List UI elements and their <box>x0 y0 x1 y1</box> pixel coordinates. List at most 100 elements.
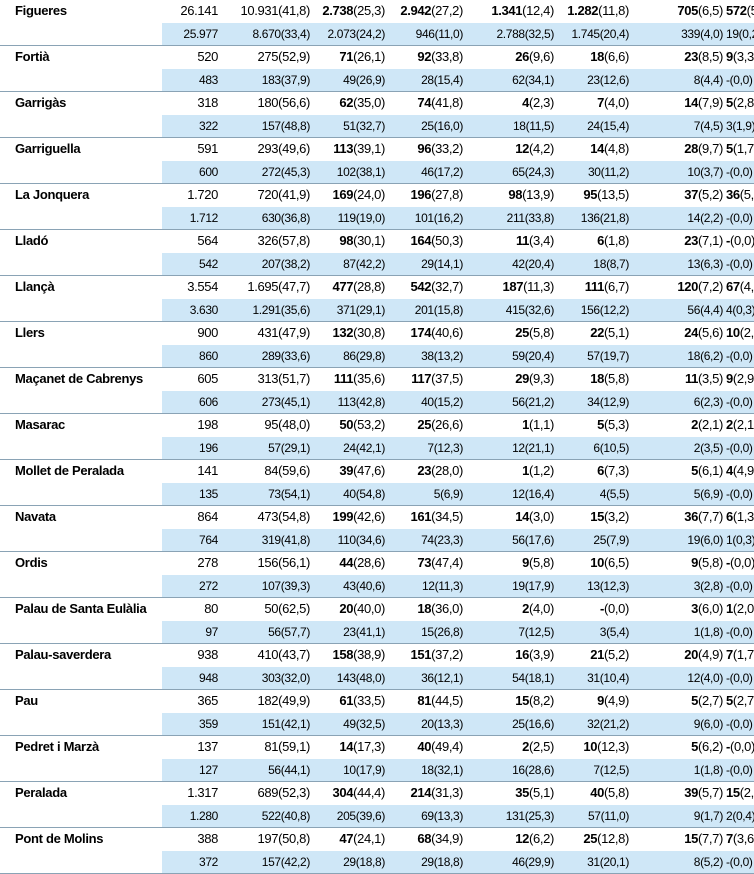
party-cell: 49(26,9) <box>313 68 388 92</box>
vote-count: 74 <box>421 532 434 547</box>
party-cell: 4(5,5) <box>557 482 632 506</box>
party-cell: 40(49,4) <box>388 735 466 759</box>
vote-count: 19 <box>687 532 701 547</box>
total-value: 272 <box>162 574 222 598</box>
vote-percent: (27,8) <box>431 187 463 203</box>
vote-count: 29 <box>515 371 530 387</box>
total-value: 135 <box>162 482 222 506</box>
party-cell: 157(42,2) <box>222 850 313 874</box>
vote-percent: (56,1) <box>278 555 310 571</box>
party-cell: 2.073(24,2) <box>313 22 388 46</box>
municipality-name: Maçanet de Cabrenys <box>0 367 162 391</box>
vote-count: 15 <box>421 624 434 639</box>
party-cell: 9(4,9) <box>557 689 632 713</box>
party-cell: 4(0,3) <box>726 298 754 322</box>
party-cell: 169(24,0) <box>313 183 388 207</box>
party-cell: 23(41,1) <box>313 620 388 644</box>
party-cell: 4(2,3) <box>466 91 557 115</box>
vote-count: 10 <box>726 325 740 341</box>
vote-count: 10 <box>343 762 356 777</box>
vote-count: 23 <box>587 72 600 87</box>
vote-count: 25 <box>593 532 607 547</box>
vote-count: 113 <box>333 141 354 157</box>
vote-percent: (20,1) <box>599 854 630 869</box>
party-cell: 29(14,1) <box>388 252 466 276</box>
vote-count: 24 <box>587 118 600 133</box>
vote-count: - <box>726 72 730 87</box>
party-cell: 9(1,7) <box>632 804 726 828</box>
party-cell: 13(6,3) <box>632 252 726 276</box>
party-cell: 35(5,1) <box>466 781 557 805</box>
vote-count: 84 <box>264 463 279 479</box>
vote-count: 15 <box>515 693 530 709</box>
vote-percent: (45,1) <box>280 394 311 409</box>
party-cell: 8(4,4) <box>632 68 726 92</box>
party-cell: 2(2,1) <box>726 413 754 437</box>
party-cell: 630(36,8) <box>222 206 313 230</box>
party-cell: 24(15,4) <box>557 114 632 138</box>
vote-count: 36 <box>684 509 699 525</box>
vote-percent: (5,1) <box>604 325 629 341</box>
vote-count: 2 <box>522 739 530 755</box>
total-value: 564 <box>162 229 222 253</box>
vote-count: 542 <box>410 279 432 295</box>
party-cell: 42(20,4) <box>466 252 557 276</box>
vote-percent: (7,9) <box>698 95 723 111</box>
vote-count: 275 <box>257 49 279 65</box>
vote-percent: (12,3) <box>597 739 629 755</box>
vote-count: 1 <box>693 624 701 639</box>
party-cell: 23(28,0) <box>388 459 466 483</box>
vote-count: 107 <box>261 578 281 593</box>
party-cell: 113(42,8) <box>313 390 388 414</box>
vote-percent: (13,5) <box>597 187 629 203</box>
vote-count: 40 <box>417 739 432 755</box>
vote-count: 9 <box>726 371 733 387</box>
vote-percent: (4,0) <box>700 26 723 41</box>
party-cell: 18(8,7) <box>557 252 632 276</box>
vote-percent: (5,6) <box>698 325 723 341</box>
vote-percent: (2,2) <box>700 210 723 225</box>
vote-percent: (38,9) <box>353 647 385 663</box>
vote-count: 23 <box>684 233 699 249</box>
vote-count: 59 <box>512 348 525 363</box>
total-value: 1.712 <box>162 206 222 230</box>
party-cell: 68(34,9) <box>388 827 466 851</box>
party-cell: 25(5,8) <box>466 321 557 345</box>
total-value: 137 <box>162 735 222 759</box>
vote-percent: (4,9) <box>732 463 754 479</box>
vote-count: 18 <box>590 49 605 65</box>
total-value: 606 <box>162 390 222 414</box>
results-row-current: Garriguella 591 293(49,6) 113(39,1) 96(33,2)… <box>0 137 754 161</box>
party-cell: 14(3,0) <box>466 505 557 529</box>
party-cell: 4(4,9) <box>726 459 754 483</box>
party-cell: 3(2,8) <box>632 574 726 598</box>
vote-percent: (28,6) <box>524 762 555 777</box>
vote-percent: (0,0) <box>729 624 753 639</box>
total-value: 864 <box>162 505 222 529</box>
vote-percent: (0,3) <box>732 302 754 317</box>
vote-percent: (0,0) <box>729 716 753 731</box>
results-row-current: Maçanet de Cabrenys 605 313(51,7) 111(35,6)… <box>0 367 754 391</box>
party-cell: 117(37,5) <box>388 367 466 391</box>
party-cell: 326(57,8) <box>222 229 313 253</box>
vote-percent: (2,3) <box>700 394 723 409</box>
vote-percent: (11,0) <box>434 26 464 41</box>
vote-percent: (7,1) <box>698 233 723 249</box>
vote-count: 40 <box>343 486 356 501</box>
party-cell: 13(12,3) <box>557 574 632 598</box>
party-cell: 7(4,5) <box>632 114 726 138</box>
municipality-name <box>0 436 162 460</box>
vote-count: 56 <box>268 624 281 639</box>
party-cell: 40(54,8) <box>313 482 388 506</box>
party-cell: 34(12,9) <box>557 390 632 414</box>
party-cell: 214(31,3) <box>388 781 466 805</box>
vote-count: 29 <box>421 256 434 271</box>
vote-percent: (2,3) <box>529 95 554 111</box>
vote-percent: (40,8) <box>280 808 311 823</box>
party-cell: 10(12,3) <box>557 735 632 759</box>
results-row-previous: 25.977 8.670(33,4) 2.073(24,2) 946(11,0) 2.7… <box>0 22 754 46</box>
vote-percent: (5,2) <box>698 187 723 203</box>
party-cell: 12(6,2) <box>466 827 557 851</box>
vote-count: 20 <box>684 647 699 663</box>
vote-percent: (5,3) <box>604 417 629 433</box>
